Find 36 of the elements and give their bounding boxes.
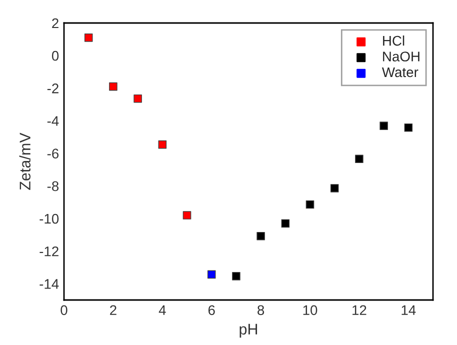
point — [330, 184, 339, 192]
x-tick-label: 8 — [258, 305, 264, 316]
point — [207, 270, 216, 279]
point — [182, 211, 192, 220]
y-tick-label: -10 — [40, 214, 59, 224]
point — [256, 232, 265, 240]
point — [84, 34, 93, 42]
y-tick-label: 2 — [52, 18, 58, 28]
x-tick-label: 10 — [303, 305, 318, 316]
x-tick-label: 0 — [60, 305, 68, 316]
x-axis-title: pH — [240, 324, 258, 338]
x-tick-label: 4 — [158, 305, 166, 315]
x-tick-label: 12 — [352, 305, 366, 315]
point — [109, 82, 118, 91]
y-tick-label: -2 — [47, 84, 58, 94]
legend-label: Water — [382, 67, 418, 78]
y-axis-title: Zeta/mV — [19, 132, 30, 190]
point — [134, 94, 142, 103]
y-tick-label: -8 — [47, 181, 59, 192]
point — [355, 154, 364, 164]
point — [281, 219, 290, 228]
point — [404, 123, 413, 132]
legend-label: HCl — [383, 36, 404, 46]
y-tick-label: 0 — [52, 50, 59, 61]
x-tick-label: 2 — [110, 305, 116, 315]
y-tick-label: -12 — [40, 246, 58, 256]
point — [158, 140, 167, 149]
point — [380, 122, 388, 130]
x-tick-label: 6 — [208, 305, 215, 316]
point — [306, 200, 314, 209]
x-tick-label: 14 — [402, 305, 416, 315]
legend-label: NaOH — [383, 52, 420, 62]
y-tick-label: -4 — [47, 116, 59, 126]
point — [232, 272, 240, 280]
y-tick-label: -14 — [40, 279, 59, 289]
y-tick-label: -6 — [47, 148, 59, 159]
